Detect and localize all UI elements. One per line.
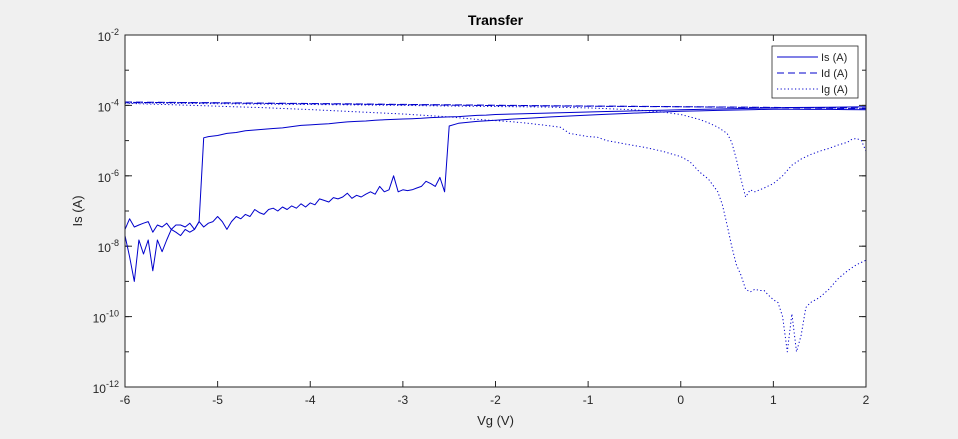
y-axis-label: Is (A)	[70, 195, 85, 226]
series-line-3-segment-2	[124, 102, 867, 198]
y-tick-label-exponent: -10	[106, 309, 119, 319]
series-line-1-segment-2	[124, 108, 867, 282]
x-axis-label: Vg (V)	[477, 413, 514, 428]
x-tick-label: 1	[770, 393, 777, 407]
y-tick-label-exponent: -2	[111, 27, 119, 37]
y-tick-label-exponent: -8	[111, 238, 119, 248]
y-tick-label-base: 10	[98, 100, 112, 114]
x-tick-label: -3	[398, 393, 409, 407]
x-tick-label: -1	[583, 393, 594, 407]
x-tick-label: 2	[863, 393, 870, 407]
series-line-1-segment-1	[124, 106, 867, 233]
y-tick-label: 10-12	[93, 379, 119, 396]
plot-frame	[124, 34, 867, 388]
x-tick-label: -5	[212, 393, 223, 407]
chart-title: Transfer	[468, 12, 524, 28]
legend-label-3: Ig (A)	[821, 84, 848, 96]
y-tick-label-exponent: -4	[111, 97, 119, 107]
y-tick-label: 10-2	[98, 27, 119, 44]
y-tick-label: 10-8	[98, 238, 119, 255]
y-tick-label-base: 10	[98, 241, 112, 255]
x-tick-label: -4	[305, 393, 316, 407]
x-tick-label: -2	[490, 393, 501, 407]
y-tick-label-base: 10	[93, 312, 107, 326]
y-tick-label-exponent: -12	[106, 379, 119, 389]
y-tick-label: 10-10	[93, 309, 119, 326]
legend-label-2: Id (A)	[821, 68, 848, 80]
x-tick-label: 0	[677, 393, 684, 407]
series-line-2-segment-2	[124, 101, 867, 110]
legend-box	[771, 45, 859, 99]
y-tick-label: 10-6	[98, 168, 119, 185]
series-layer	[124, 101, 867, 353]
plot-area	[125, 35, 866, 387]
y-tick-label: 10-4	[98, 97, 119, 114]
y-tick-label-base: 10	[98, 30, 112, 44]
y-tick-label-base: 10	[98, 171, 112, 185]
legend: Is (A) Id (A) Ig (A)	[771, 45, 859, 99]
x-tick-label: -6	[120, 393, 131, 407]
y-tick-label-base: 10	[93, 382, 107, 396]
y-tick-label-exponent: -6	[111, 168, 119, 178]
series-line-3-segment-1	[124, 102, 867, 353]
legend-label-1: Is (A)	[821, 52, 847, 64]
